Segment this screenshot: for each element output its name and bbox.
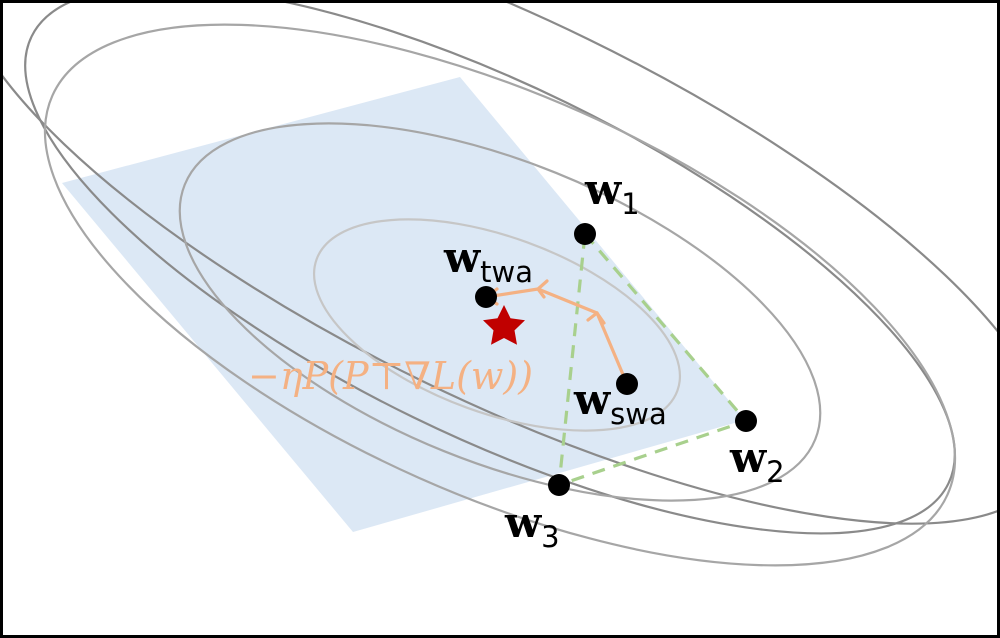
checkpoint-points — [475, 223, 757, 496]
point-wtwa — [475, 286, 497, 308]
point-w3 — [548, 474, 570, 496]
projected-gradient-formula: −ηP(P⊤∇L(w)) — [248, 354, 533, 398]
label-wswa: wswa — [573, 375, 667, 431]
label-w3: w3 — [504, 498, 560, 554]
point-wswa — [616, 373, 638, 395]
point-w1 — [574, 223, 596, 245]
red-star-icon — [483, 305, 525, 345]
path-segment-2 — [536, 287, 599, 315]
point-w2 — [735, 410, 757, 432]
label-w1: w1 — [584, 165, 640, 221]
subspace-plane — [62, 77, 745, 532]
path-segment-1 — [595, 311, 629, 386]
contour-1 — [312, 218, 682, 432]
label-wtwa: wtwa — [443, 233, 533, 289]
label-w2: w2 — [729, 433, 785, 489]
contour-2 — [178, 122, 822, 502]
